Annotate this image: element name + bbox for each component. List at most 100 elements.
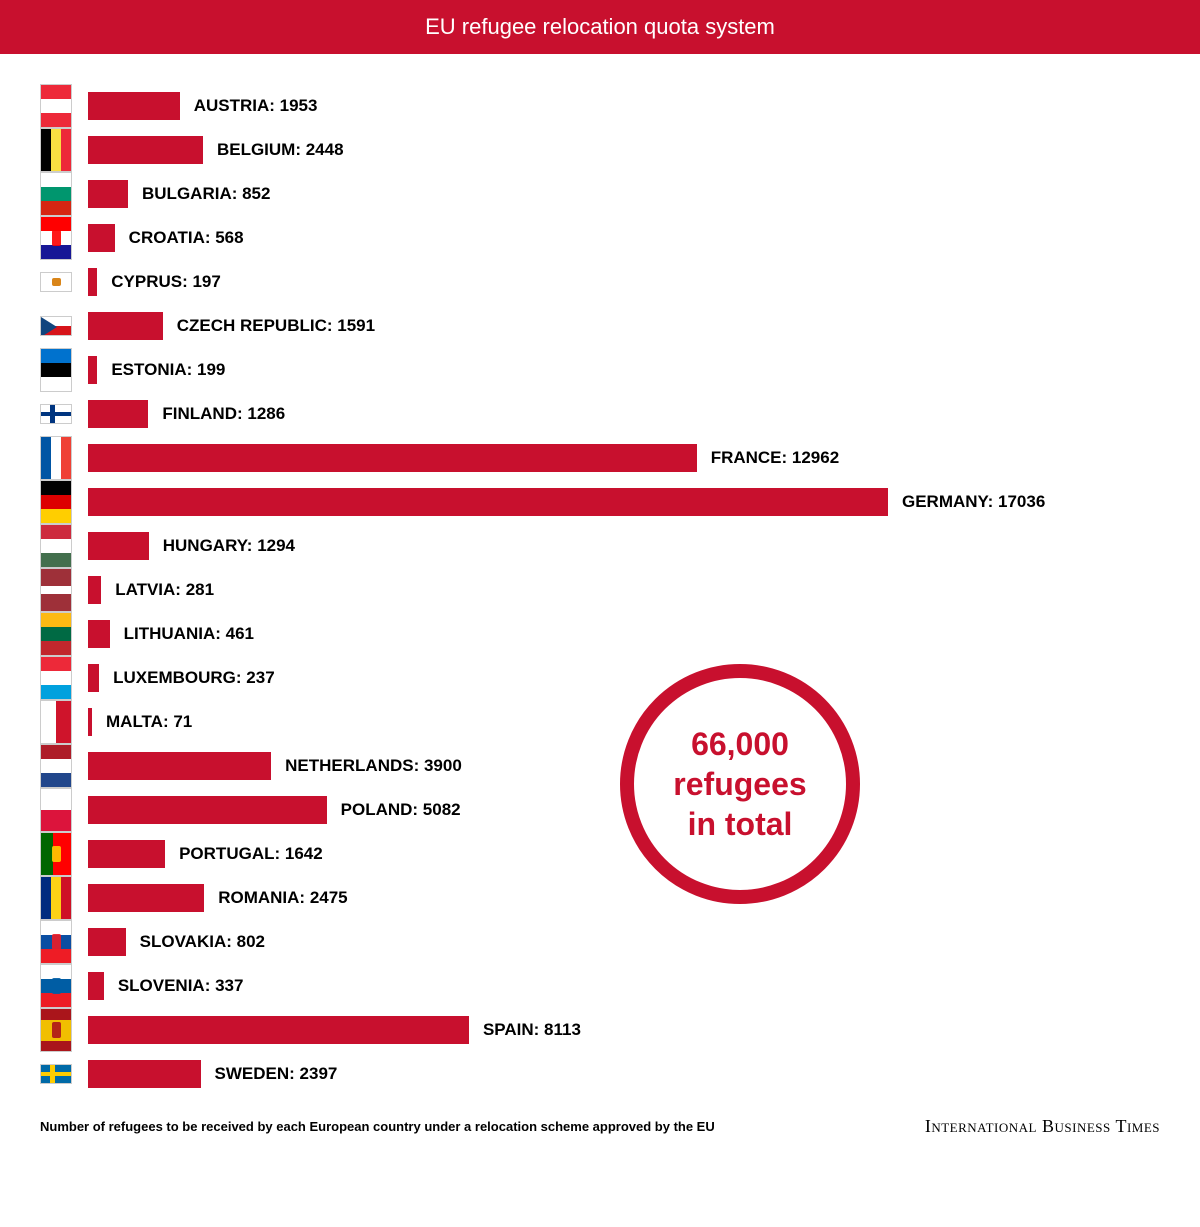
bar: [88, 444, 697, 472]
bar: [88, 664, 99, 692]
bar: [88, 840, 165, 868]
finland-flag-icon: [40, 404, 72, 424]
sweden-flag-icon: [40, 1064, 72, 1084]
country-row: SLOVAKIA: 802: [40, 920, 1160, 964]
country-row: BELGIUM: 2448: [40, 128, 1160, 172]
country-row: POLAND: 5082: [40, 788, 1160, 832]
bar-label: PORTUGAL: 1642: [179, 844, 323, 864]
bar-label: MALTA: 71: [106, 712, 192, 732]
bar-label: GERMANY: 17036: [902, 492, 1045, 512]
chart-area: AUSTRIA: 1953 BELGIUM: 2448 BULGARIA: 852 C…: [0, 54, 1200, 1106]
portugal-flag-icon: [40, 832, 72, 876]
country-row: MALTA: 71: [40, 700, 1160, 744]
belgium-flag-icon: [40, 128, 72, 172]
badge-line: 66,000: [691, 724, 789, 764]
bar-label: SLOVENIA: 337: [118, 976, 244, 996]
bar-label: AUSTRIA: 1953: [194, 96, 318, 116]
country-row: LATVIA: 281: [40, 568, 1160, 612]
bar-label: ROMANIA: 2475: [218, 888, 347, 908]
bar-label: CROATIA: 568: [129, 228, 244, 248]
country-row: PORTUGAL: 1642: [40, 832, 1160, 876]
badge-line: in total: [688, 804, 793, 844]
country-row: ESTONIA: 199: [40, 348, 1160, 392]
bar-label: BELGIUM: 2448: [217, 140, 344, 160]
bar: [88, 268, 97, 296]
bar-label: LITHUANIA: 461: [124, 624, 254, 644]
poland-flag-icon: [40, 788, 72, 832]
bar: [88, 532, 149, 560]
bar: [88, 1060, 201, 1088]
cyprus-flag-icon: [40, 272, 72, 292]
bar: [88, 92, 180, 120]
footnote: Number of refugees to be received by eac…: [40, 1119, 715, 1134]
spain-flag-icon: [40, 1008, 72, 1052]
chart-title: EU refugee relocation quota system: [0, 0, 1200, 54]
country-row: AUSTRIA: 1953: [40, 84, 1160, 128]
malta-flag-icon: [40, 700, 72, 744]
france-flag-icon: [40, 436, 72, 480]
country-row: SLOVENIA: 337: [40, 964, 1160, 1008]
bar: [88, 180, 128, 208]
austria-flag-icon: [40, 84, 72, 128]
country-row: NETHERLANDS: 3900: [40, 744, 1160, 788]
bar-label: CYPRUS: 197: [111, 272, 221, 292]
bar-label: FINLAND: 1286: [162, 404, 285, 424]
bar: [88, 312, 163, 340]
latvia-flag-icon: [40, 568, 72, 612]
bar-label: FRANCE: 12962: [711, 448, 840, 468]
bar-label: BULGARIA: 852: [142, 184, 270, 204]
bar: [88, 224, 115, 252]
bar-label: NETHERLANDS: 3900: [285, 756, 462, 776]
bar: [88, 972, 104, 1000]
luxembourg-flag-icon: [40, 656, 72, 700]
bar: [88, 136, 203, 164]
romania-flag-icon: [40, 876, 72, 920]
country-row: HUNGARY: 1294: [40, 524, 1160, 568]
bar-label: SPAIN: 8113: [483, 1020, 581, 1040]
czech-flag-icon: [40, 316, 72, 336]
hungary-flag-icon: [40, 524, 72, 568]
netherlands-flag-icon: [40, 744, 72, 788]
country-row: CROATIA: 568: [40, 216, 1160, 260]
bar: [88, 400, 148, 428]
bar-label: SWEDEN: 2397: [215, 1064, 338, 1084]
country-row: SPAIN: 8113: [40, 1008, 1160, 1052]
bar-label: LATVIA: 281: [115, 580, 214, 600]
bar-label: ESTONIA: 199: [111, 360, 225, 380]
country-row: GERMANY: 17036: [40, 480, 1160, 524]
bar-label: SLOVAKIA: 802: [140, 932, 265, 952]
source-credit: International Business Times: [925, 1116, 1160, 1137]
bar-label: CZECH REPUBLIC: 1591: [177, 316, 375, 336]
country-row: FINLAND: 1286: [40, 392, 1160, 436]
bar: [88, 488, 888, 516]
bulgaria-flag-icon: [40, 172, 72, 216]
country-row: LUXEMBOURG: 237: [40, 656, 1160, 700]
bar-label: HUNGARY: 1294: [163, 536, 295, 556]
total-badge: 66,000 refugees in total: [620, 664, 860, 904]
bar: [88, 576, 101, 604]
lithuania-flag-icon: [40, 612, 72, 656]
bar: [88, 884, 204, 912]
bar: [88, 356, 97, 384]
bar: [88, 928, 126, 956]
country-row: CZECH REPUBLIC: 1591: [40, 304, 1160, 348]
footer: Number of refugees to be received by eac…: [0, 1106, 1200, 1157]
bar-label: LUXEMBOURG: 237: [113, 668, 275, 688]
bar: [88, 620, 110, 648]
country-row: ROMANIA: 2475: [40, 876, 1160, 920]
country-row: SWEDEN: 2397: [40, 1052, 1160, 1096]
country-row: FRANCE: 12962: [40, 436, 1160, 480]
country-row: BULGARIA: 852: [40, 172, 1160, 216]
country-row: CYPRUS: 197: [40, 260, 1160, 304]
slovenia-flag-icon: [40, 964, 72, 1008]
croatia-flag-icon: [40, 216, 72, 260]
country-row: LITHUANIA: 461: [40, 612, 1160, 656]
bar: [88, 1016, 469, 1044]
bar: [88, 708, 92, 736]
germany-flag-icon: [40, 480, 72, 524]
bar: [88, 796, 327, 824]
badge-line: refugees: [673, 764, 806, 804]
slovakia-flag-icon: [40, 920, 72, 964]
bar: [88, 752, 271, 780]
estonia-flag-icon: [40, 348, 72, 392]
